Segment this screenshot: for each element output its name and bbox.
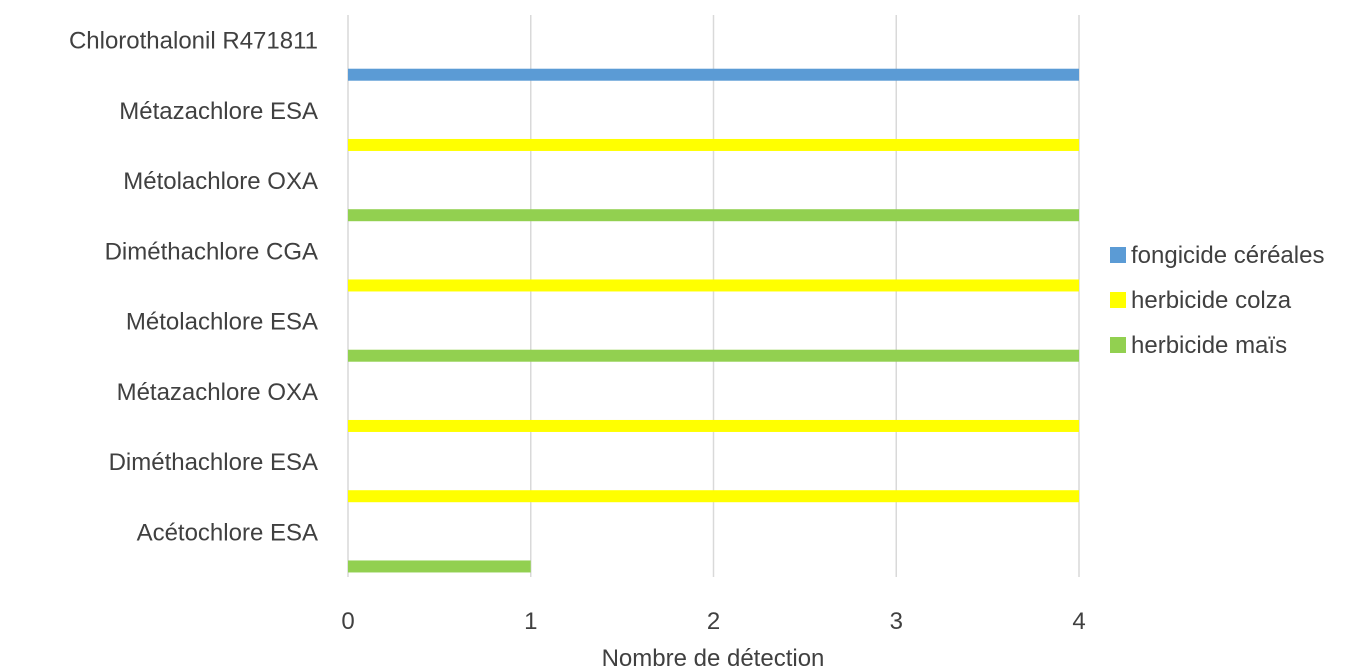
x-tick-label: 3 bbox=[890, 608, 903, 635]
bar-7 bbox=[348, 490, 1079, 503]
bars bbox=[348, 68, 1079, 573]
legend-swatch bbox=[1110, 292, 1126, 308]
legend-swatch bbox=[1110, 337, 1126, 353]
x-axis-title: Nombre de détection bbox=[602, 645, 825, 671]
category-labels: Chlorothalonil R471811 Métazachlore ESA Mé… bbox=[69, 28, 318, 547]
x-tick-label: 2 bbox=[707, 608, 720, 635]
category-label: Métazachlore OXA bbox=[117, 379, 318, 406]
legend: fongicide céréales herbicide colza herbici… bbox=[1110, 242, 1324, 359]
bar-2 bbox=[348, 138, 1079, 151]
bar-6 bbox=[348, 419, 1079, 432]
x-tick-label: 4 bbox=[1072, 608, 1085, 635]
category-label: Métolachlore OXA bbox=[123, 168, 318, 195]
category-label: Chlorothalonil R471811 bbox=[69, 28, 318, 55]
legend-swatch bbox=[1110, 247, 1126, 263]
category-label: Diméthachlore CGA bbox=[105, 238, 318, 265]
bar-3 bbox=[348, 209, 1079, 222]
legend-label: herbicide maïs bbox=[1131, 332, 1287, 359]
x-tick-label: 0 bbox=[341, 608, 354, 635]
category-label: Métolachlore ESA bbox=[126, 309, 318, 336]
category-label: Métazachlore ESA bbox=[119, 98, 318, 125]
bar-8 bbox=[348, 560, 531, 573]
category-label: Diméthachlore ESA bbox=[109, 449, 318, 476]
gridlines bbox=[347, 15, 1080, 577]
bar-5 bbox=[348, 349, 1079, 362]
legend-label: herbicide colza bbox=[1131, 287, 1292, 314]
bar-1 bbox=[348, 68, 1079, 81]
x-tick-label: 1 bbox=[524, 608, 537, 635]
bar-4 bbox=[348, 279, 1079, 292]
category-label: Acétochlore ESA bbox=[137, 519, 318, 546]
legend-label: fongicide céréales bbox=[1131, 242, 1324, 269]
x-tick-labels: 0 1 2 3 4 bbox=[341, 608, 1085, 635]
